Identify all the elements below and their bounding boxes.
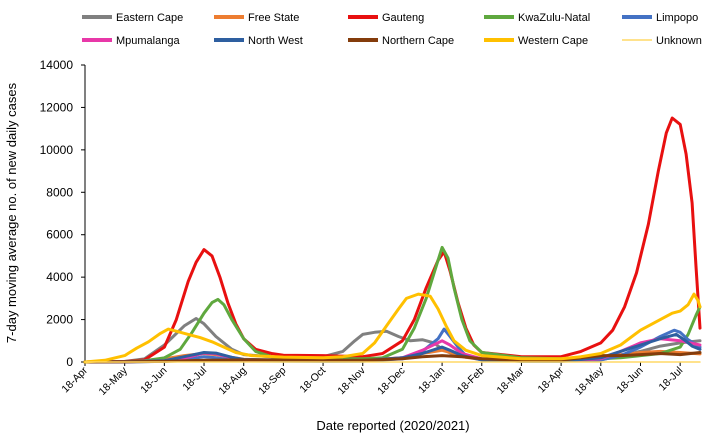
x-tick-label: 18-Sep [256,365,289,398]
series-line-gauteng [83,116,702,364]
y-tick-label: 4000 [46,270,73,284]
x-axis: 18-Apr 18-May 18-Jun 18-Jul 18-Aug 18-Sep 18-O… [59,361,700,398]
x-tick-label: 18-Jan [416,365,447,396]
legend: Eastern Cape Free State Gauteng KwaZulu-Nat… [82,12,702,47]
y-axis-label: 7-day moving average no. of new daily ca… [4,82,19,343]
x-tick-label: 18-Jun [138,365,169,396]
x-tick-label: 18-Nov [335,364,368,397]
x-tick-label: 18-May [97,364,131,398]
y-tick-label: 6000 [46,228,73,242]
x-tick-label: 18-Jul [657,365,686,394]
legend-label-eastern-cape: Eastern Cape [116,12,183,24]
legend-label-mpumalanga: Mpumalanga [116,35,180,47]
y-tick-label: 0 [66,355,73,369]
x-tick-label: 18-Jun [614,365,645,396]
x-axis-label: Date reported (2020/2021) [316,418,469,433]
y-axis: 0 2000 4000 6000 8000 10000 12000 14000 [40,58,86,369]
x-tick-label: 18-Mar [495,364,527,396]
x-tick-label: 18-Aug [216,365,249,398]
y-tick-label: 12000 [40,100,74,114]
series-line-north-west [83,332,702,364]
x-tick-label: 18-Dec [375,365,407,397]
x-tick-label: 18-Oct [297,365,328,396]
y-tick-label: 10000 [40,143,74,157]
series-line-kwazulu-natal [83,245,702,364]
x-tick-label: 18-Apr [59,364,90,395]
legend-label-north-west: North West [248,35,303,47]
series-line-northern-cape [83,351,702,364]
plot-lines [83,116,702,364]
legend-label-gauteng: Gauteng [382,12,424,24]
legend-label-free-state: Free State [248,12,299,24]
y-tick-label: 14000 [40,58,74,72]
legend-label-kwazulu-natal: KwaZulu-Natal [518,12,590,24]
legend-label-limpopo: Limpopo [656,12,698,24]
y-tick-label: 2000 [46,313,73,327]
legend-label-northern-cape: Northern Cape [382,35,454,47]
x-tick-label: 18-Feb [455,365,487,397]
x-tick-label: 18-Jul [180,365,209,394]
x-tick-label: 18-May [573,364,607,398]
legend-label-unknown: Unknown [656,35,702,47]
series-line-western-cape [83,292,702,364]
legend-label-western-cape: Western Cape [518,35,588,47]
x-tick-label: 18-Apr [535,364,566,395]
y-tick-label: 8000 [46,185,73,199]
